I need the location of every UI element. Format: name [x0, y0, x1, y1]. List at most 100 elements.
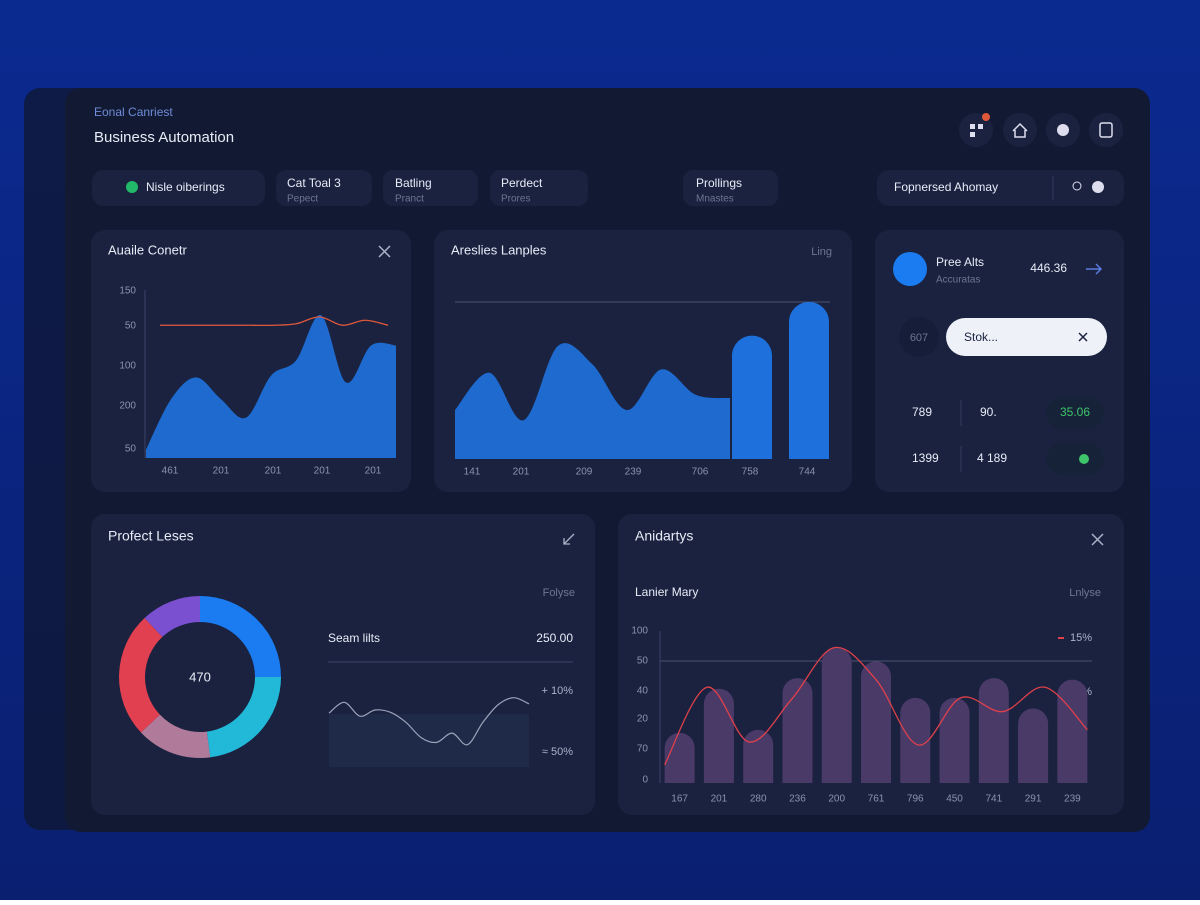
subtitle: Eonal Canriest — [94, 105, 173, 119]
x-tick-label: 209 — [576, 467, 593, 478]
tab[interactable] — [92, 170, 265, 206]
chip — [899, 317, 939, 357]
x-tick-label: 167 — [671, 794, 688, 805]
bar — [939, 697, 970, 783]
panel-subtitle: Lanier Mary — [635, 585, 698, 599]
search-box[interactable] — [877, 170, 1124, 206]
bar — [1018, 708, 1049, 783]
y-tick-label: 50 — [125, 321, 137, 332]
area — [146, 314, 396, 458]
close-icon[interactable] — [1091, 533, 1104, 546]
close-icon[interactable] — [378, 245, 391, 258]
panel-title: Profect Leses — [108, 528, 194, 544]
icon — [1092, 181, 1104, 193]
stat: 4 189 — [977, 451, 1007, 465]
stat-pill — [1046, 443, 1104, 475]
tab-sub: Pepect — [287, 194, 318, 205]
search-pill[interactable] — [946, 318, 1107, 356]
icon — [126, 181, 138, 193]
icon — [970, 132, 975, 137]
stat: 1399 — [912, 451, 939, 465]
x-tick-label: 758 — [742, 467, 759, 478]
x-tick-label: 200 — [828, 794, 845, 805]
icon — [1012, 122, 1028, 138]
bar — [732, 335, 773, 459]
x-tick-label: 744 — [799, 467, 816, 478]
x-tick-label: 706 — [692, 467, 709, 478]
tab[interactable] — [383, 170, 478, 206]
spark-bg — [329, 714, 529, 767]
collapse-icon[interactable] — [563, 533, 575, 545]
y-tick-label: 100 — [119, 361, 136, 372]
x-tick-label: 796 — [907, 794, 924, 805]
icon — [1057, 124, 1069, 136]
icon-button[interactable] — [1003, 113, 1037, 147]
stats-value: 446.36 — [1030, 261, 1067, 275]
area — [455, 343, 730, 459]
stats-title: Pree Alts — [936, 255, 984, 269]
panel-title: Areslies Lanples — [451, 242, 547, 257]
arrow-icon[interactable] — [1086, 263, 1103, 275]
bar — [782, 678, 813, 783]
donut-segment — [206, 677, 281, 758]
sparkline — [328, 697, 530, 746]
x-tick-label: 239 — [1064, 794, 1081, 805]
donut-segment — [140, 714, 211, 758]
panel-title: Anidartys — [635, 528, 693, 544]
stat-pill — [1046, 397, 1104, 429]
y-tick-label: 70 — [637, 744, 649, 755]
bar — [821, 647, 852, 783]
x-tick-label: 201 — [513, 467, 530, 478]
x-tick-label: 239 — [625, 467, 642, 478]
bar — [900, 697, 931, 783]
badge — [982, 113, 990, 121]
bar — [978, 678, 1009, 783]
title: Business Automation — [94, 129, 234, 146]
avatar — [893, 252, 927, 286]
tab[interactable] — [490, 170, 588, 206]
tab[interactable] — [683, 170, 778, 206]
tab-label: Cat Toal 3 — [287, 176, 341, 190]
y-tick-label: 0 — [642, 775, 648, 786]
bar — [703, 688, 734, 783]
tab-label: Prollings — [696, 176, 742, 190]
donut-segment — [119, 617, 163, 733]
x-tick-label: 741 — [985, 794, 1002, 805]
donut-segment — [200, 596, 281, 677]
tab-sub: Pranct — [395, 194, 424, 205]
y-tick-label: 100 — [631, 626, 648, 637]
status-dot — [1079, 454, 1089, 464]
x-tick-label: 201 — [265, 466, 282, 477]
search-label: Fopnersed Ahomay — [894, 180, 998, 194]
icon-button[interactable] — [959, 113, 993, 147]
tab-label: Batling — [395, 176, 432, 190]
donut-segment — [144, 596, 200, 637]
tabs: Nisle oiberings Cat Toal 3 Pepect Batlin… — [92, 170, 1124, 206]
y-tick-label: 40 — [637, 686, 649, 697]
y-tick-label: 50 — [125, 444, 137, 455]
tab-sub: Mnastes — [696, 194, 734, 205]
metric-label: Seam lilts — [328, 631, 380, 645]
stat: 35.06 — [1060, 405, 1090, 419]
tab[interactable] — [276, 170, 372, 206]
x-tick-label: 201 — [711, 794, 728, 805]
x-tick-label: 201 — [314, 466, 331, 477]
panel-corner: Lnlyse — [1069, 587, 1101, 599]
close-icon[interactable] — [1078, 332, 1088, 342]
y-tick-label: 20 — [637, 714, 649, 725]
y-tick-label: 150 — [119, 286, 136, 297]
bar — [664, 732, 695, 783]
line — [664, 646, 1088, 766]
tab-label: Nisle oiberings — [146, 180, 225, 194]
x-tick-label: 141 — [464, 467, 481, 478]
icon-button[interactable] — [1089, 113, 1123, 147]
x-tick-label: 201 — [365, 466, 382, 477]
y-tick-label: 200 — [119, 401, 136, 412]
note: 15% — [1070, 632, 1092, 644]
x-tick-label: 761 — [868, 794, 885, 805]
bar — [743, 729, 774, 783]
x-tick-label: 201 — [213, 466, 230, 477]
icon — [1072, 181, 1082, 191]
panel-title: Auaile Conetr — [108, 242, 187, 257]
